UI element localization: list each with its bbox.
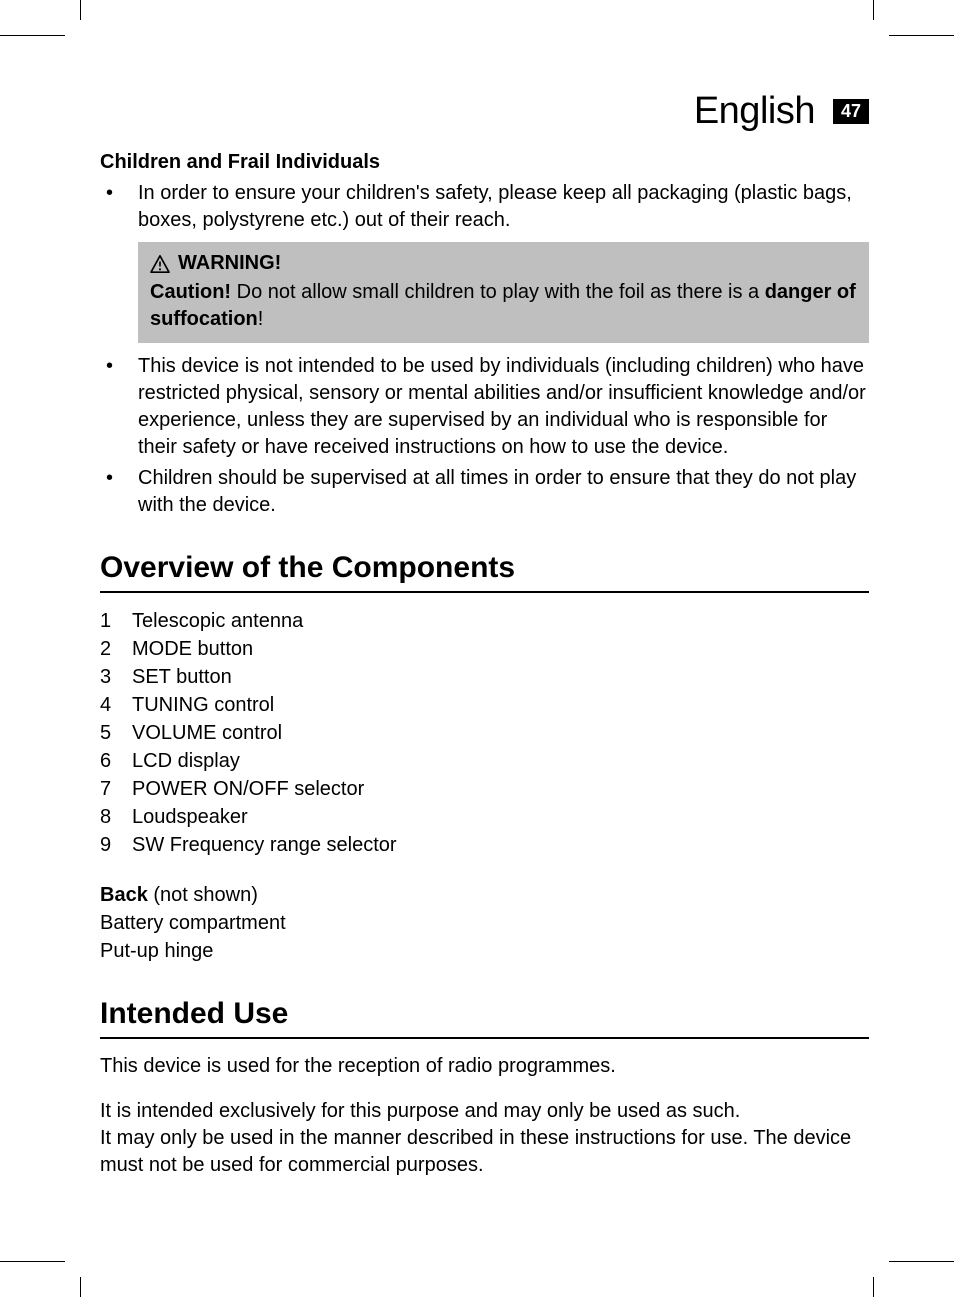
children-bullet-list-2: • This device is not intended to be used… xyxy=(100,353,869,519)
warning-body: Caution! Do not allow small children to … xyxy=(150,279,857,333)
item-number: 6 xyxy=(100,747,132,775)
bullet-marker: • xyxy=(100,465,138,519)
page-number: 47 xyxy=(833,99,869,124)
back-label: Back xyxy=(100,884,148,906)
item-label: TUNING control xyxy=(132,691,274,719)
item-number: 7 xyxy=(100,775,132,803)
list-item: 7POWER ON/OFF selector xyxy=(100,775,869,803)
intended-use-para2: It is intended exclusively for this purp… xyxy=(100,1098,869,1179)
warning-box: WARNING! Caution! Do not allow small chi… xyxy=(138,242,869,343)
warning-title-row: WARNING! xyxy=(150,250,857,277)
list-item: 8Loudspeaker xyxy=(100,803,869,831)
back-section: Back (not shown) Battery compartment Put… xyxy=(100,881,869,965)
crop-mark xyxy=(889,1261,954,1262)
bullet-marker: • xyxy=(100,353,138,461)
back-item: Put-up hinge xyxy=(100,937,869,965)
item-label: VOLUME control xyxy=(132,719,282,747)
crop-mark xyxy=(873,1277,874,1297)
back-line: Back (not shown) xyxy=(100,881,869,909)
intended-use-heading: Intended Use xyxy=(100,997,869,1039)
list-item: 6LCD display xyxy=(100,747,869,775)
list-item: • This device is not intended to be used… xyxy=(100,353,869,461)
bullet-text: In order to ensure your children's safet… xyxy=(138,180,869,234)
crop-mark xyxy=(0,1261,65,1262)
children-bullet-list: • In order to ensure your children's saf… xyxy=(100,180,869,234)
list-item: • Children should be supervised at all t… xyxy=(100,465,869,519)
item-number: 8 xyxy=(100,803,132,831)
warning-icon xyxy=(150,255,170,273)
list-item: 2MODE button xyxy=(100,635,869,663)
list-item: 9SW Frequency range selector xyxy=(100,831,869,859)
item-number: 4 xyxy=(100,691,132,719)
item-label: SET button xyxy=(132,663,232,691)
item-label: SW Frequency range selector xyxy=(132,831,397,859)
crop-mark xyxy=(0,35,65,36)
list-item: • In order to ensure your children's saf… xyxy=(100,180,869,234)
item-number: 9 xyxy=(100,831,132,859)
warning-title-text: WARNING! xyxy=(178,250,281,277)
item-number: 3 xyxy=(100,663,132,691)
item-label: Telescopic antenna xyxy=(132,607,303,635)
list-item: 4TUNING control xyxy=(100,691,869,719)
overview-heading: Overview of the Components xyxy=(100,551,869,593)
back-item: Battery compartment xyxy=(100,909,869,937)
item-label: MODE button xyxy=(132,635,253,663)
item-number: 1 xyxy=(100,607,132,635)
intended-use-para1: This device is used for the reception of… xyxy=(100,1053,869,1080)
crop-mark xyxy=(80,1277,81,1297)
page-header: English 47 xyxy=(100,90,869,133)
warning-text: Do not allow small children to play with… xyxy=(231,281,765,303)
bullet-text: Children should be supervised at all tim… xyxy=(138,465,869,519)
crop-mark xyxy=(80,0,81,20)
item-number: 2 xyxy=(100,635,132,663)
crop-mark xyxy=(873,0,874,20)
list-item: 5VOLUME control xyxy=(100,719,869,747)
list-item: 1Telescopic antenna xyxy=(100,607,869,635)
bullet-text: This device is not intended to be used b… xyxy=(138,353,869,461)
warning-suffix: ! xyxy=(258,308,264,330)
language-label: English xyxy=(694,90,815,133)
children-heading: Children and Frail Individuals xyxy=(100,151,869,174)
crop-mark xyxy=(889,35,954,36)
bullet-marker: • xyxy=(100,180,138,234)
warning-caution: Caution! xyxy=(150,281,231,303)
page-content: English 47 Children and Frail Individual… xyxy=(100,90,869,1207)
back-note: (not shown) xyxy=(148,884,258,906)
list-item: 3SET button xyxy=(100,663,869,691)
item-label: POWER ON/OFF selector xyxy=(132,775,364,803)
components-list: 1Telescopic antenna 2MODE button 3SET bu… xyxy=(100,607,869,859)
item-number: 5 xyxy=(100,719,132,747)
item-label: LCD display xyxy=(132,747,240,775)
item-label: Loudspeaker xyxy=(132,803,248,831)
